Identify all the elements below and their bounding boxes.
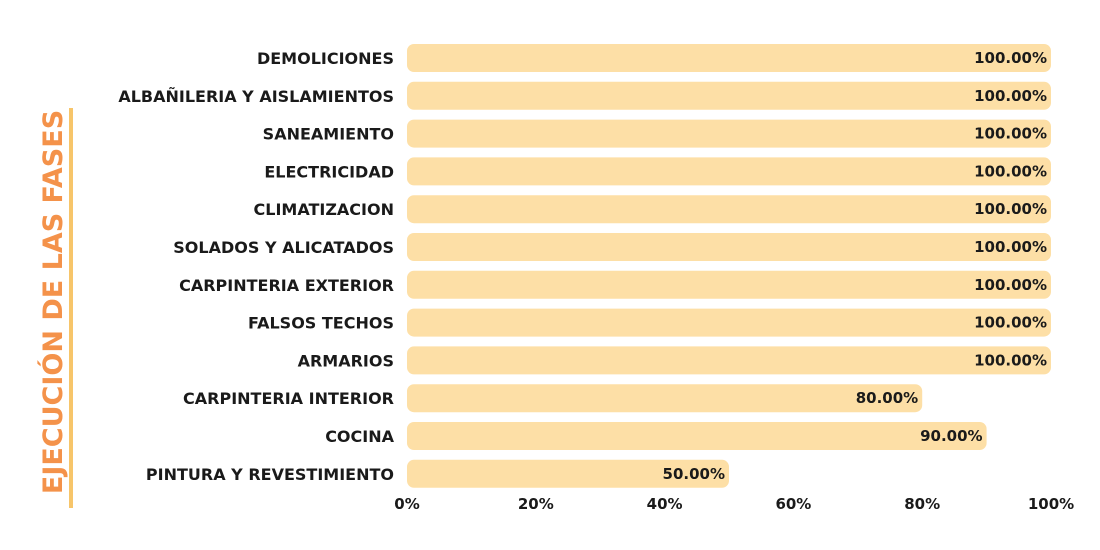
- category-label: ALBAÑILERIA Y AISLAMIENTOS: [118, 87, 394, 106]
- bar: [407, 459, 729, 488]
- bar: [407, 81, 1051, 110]
- category-label: FALSOS TECHOS: [248, 314, 394, 333]
- bars-layer: [407, 44, 1051, 488]
- bar: [407, 346, 1051, 375]
- data-label: 100.00%: [974, 238, 1047, 256]
- x-tick-label: 100%: [1028, 495, 1074, 513]
- x-tick-label: 40%: [647, 495, 683, 513]
- data-label: 100.00%: [974, 314, 1047, 332]
- category-label: ELECTRICIDAD: [264, 162, 394, 181]
- category-label: SOLADOS Y ALICATADOS: [173, 238, 394, 257]
- data-label: 100.00%: [974, 87, 1047, 105]
- data-label: 100.00%: [974, 276, 1047, 294]
- value-labels: 100.00% 100.00% 100.00% 100.00% 100.00% 100.0…: [663, 49, 1047, 483]
- x-tick-label: 80%: [904, 495, 940, 513]
- category-label: SANEAMIENTO: [263, 125, 394, 144]
- bar: [407, 233, 1051, 261]
- data-label: 100.00%: [974, 200, 1047, 218]
- bar: [407, 195, 1051, 224]
- data-label: 50.00%: [663, 465, 725, 483]
- data-label: 90.00%: [920, 427, 982, 445]
- category-label: CLIMATIZACION: [254, 200, 395, 219]
- x-tick-label: 0%: [394, 495, 419, 513]
- bar: [407, 422, 987, 450]
- bar: [407, 157, 1051, 186]
- category-label: COCINA: [325, 427, 394, 446]
- data-label: 100.00%: [974, 162, 1047, 180]
- side-title-group: EJECUCIÓN DE LAS FASES: [37, 108, 73, 508]
- data-label: 100.00%: [974, 49, 1047, 67]
- data-label: 100.00%: [974, 125, 1047, 143]
- bar: [407, 44, 1051, 72]
- category-label: CARPINTERIA EXTERIOR: [179, 276, 394, 295]
- data-label: 80.00%: [856, 389, 918, 407]
- side-title: EJECUCIÓN DE LAS FASES: [37, 110, 69, 494]
- x-axis-ticks: 0% 20% 40% 60% 80% 100%: [394, 495, 1074, 513]
- bar: [407, 384, 923, 413]
- category-label: PINTURA Y REVESTIMIENTO: [146, 465, 394, 484]
- category-labels: DEMOLICIONES ALBAÑILERIA Y AISLAMIENTOS SA…: [118, 49, 394, 484]
- x-tick-label: 60%: [775, 495, 811, 513]
- category-label: ARMARIOS: [298, 351, 394, 370]
- bar: [407, 119, 1051, 148]
- category-label: DEMOLICIONES: [257, 49, 394, 68]
- data-label: 100.00%: [974, 351, 1047, 369]
- category-label: CARPINTERIA INTERIOR: [183, 389, 394, 408]
- bar: [407, 270, 1051, 299]
- bar: [407, 308, 1051, 337]
- x-tick-label: 20%: [518, 495, 554, 513]
